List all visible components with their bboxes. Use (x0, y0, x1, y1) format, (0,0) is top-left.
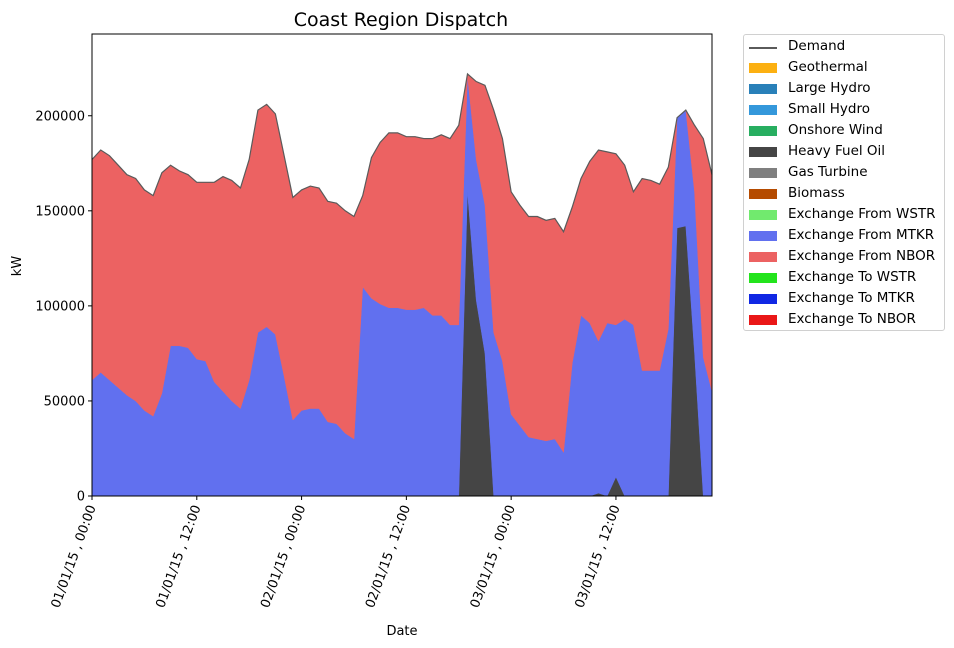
legend-item-exchange-from-nbor: Exchange From NBOR (744, 247, 944, 268)
y-tick-label: 0 (77, 490, 85, 505)
x-tick-label: 02/01/15 , 00:00 (258, 503, 309, 610)
legend-item-large-hydro: Large Hydro (744, 79, 944, 100)
chart-title: Coast Region Dispatch (294, 9, 508, 31)
y-tick-label: 200000 (35, 109, 85, 124)
legend-swatch (749, 210, 777, 220)
y-tick-label: 100000 (35, 299, 85, 314)
legend-swatch (749, 189, 777, 199)
plot-frame (91, 33, 713, 497)
x-axis: 01/01/15 , 00:00 01/01/15 , 12:00 02/01/15… (49, 496, 624, 610)
legend-item-gas-turbine: Gas Turbine (744, 163, 944, 184)
x-tick-label: 01/01/15 , 12:00 (153, 503, 204, 610)
y-axis-label: kW (10, 256, 25, 277)
legend-item-biomass: Biomass (744, 184, 944, 205)
legend: Demand Geothermal Large Hydro Small Hydro On… (743, 34, 945, 331)
y-axis: 0 50000 100000 150000 200000 (35, 109, 92, 505)
legend-label: Geothermal (788, 59, 868, 75)
legend-swatch (749, 63, 777, 73)
stacked-areas (91, 73, 713, 497)
legend-label: Onshore Wind (788, 122, 883, 138)
x-tick-label: 01/01/15 , 00:00 (49, 503, 100, 610)
legend-swatch (749, 294, 777, 304)
legend-item-geothermal: Geothermal (744, 58, 944, 79)
legend-label: Heavy Fuel Oil (788, 143, 886, 159)
legend-swatch (749, 315, 777, 325)
legend-item-demand: Demand (744, 37, 944, 58)
legend-item-onshore-wind: Onshore Wind (744, 121, 944, 142)
legend-swatch (749, 126, 777, 136)
line-demand (91, 72, 713, 234)
y-tick-label: 50000 (44, 394, 85, 409)
legend-label: Gas Turbine (788, 164, 868, 180)
legend-swatch (749, 168, 777, 178)
y-tick-label: 150000 (35, 204, 85, 219)
legend-item-exchange-to-nbor: Exchange To NBOR (744, 310, 944, 331)
x-tick-label: 02/01/15 , 12:00 (363, 503, 414, 610)
legend-item-exchange-from-mtkr: Exchange From MTKR (744, 226, 944, 247)
legend-swatch (749, 231, 777, 241)
legend-label: Biomass (788, 185, 845, 201)
legend-label: Exchange To NBOR (788, 311, 916, 327)
legend-label: Exchange From MTKR (788, 227, 935, 243)
x-tick-label: 03/01/15 , 00:00 (468, 503, 519, 610)
legend-item-exchange-to-mtkr: Exchange To MTKR (744, 289, 944, 310)
legend-item-exchange-to-wstr: Exchange To WSTR (744, 268, 944, 289)
legend-label: Large Hydro (788, 80, 871, 96)
legend-label: Exchange From WSTR (788, 206, 936, 222)
legend-label: Exchange To WSTR (788, 269, 917, 285)
legend-swatch (749, 84, 777, 94)
legend-swatch (749, 105, 777, 115)
legend-item-small-hydro: Small Hydro (744, 100, 944, 121)
legend-label: Exchange To MTKR (788, 290, 915, 306)
legend-swatch (749, 252, 777, 262)
legend-label: Small Hydro (788, 101, 871, 117)
demand-line (91, 72, 713, 234)
legend-label: Exchange From NBOR (788, 248, 936, 264)
x-axis-label: Date (386, 624, 417, 639)
legend-swatch (749, 47, 777, 49)
legend-swatch (749, 273, 777, 283)
legend-swatch (749, 147, 777, 157)
legend-item-heavy-fuel-oil: Heavy Fuel Oil (744, 142, 944, 163)
x-tick-label: 03/01/15 , 12:00 (573, 503, 624, 610)
legend-label: Demand (788, 38, 846, 54)
legend-item-exchange-from-wstr: Exchange From WSTR (744, 205, 944, 226)
